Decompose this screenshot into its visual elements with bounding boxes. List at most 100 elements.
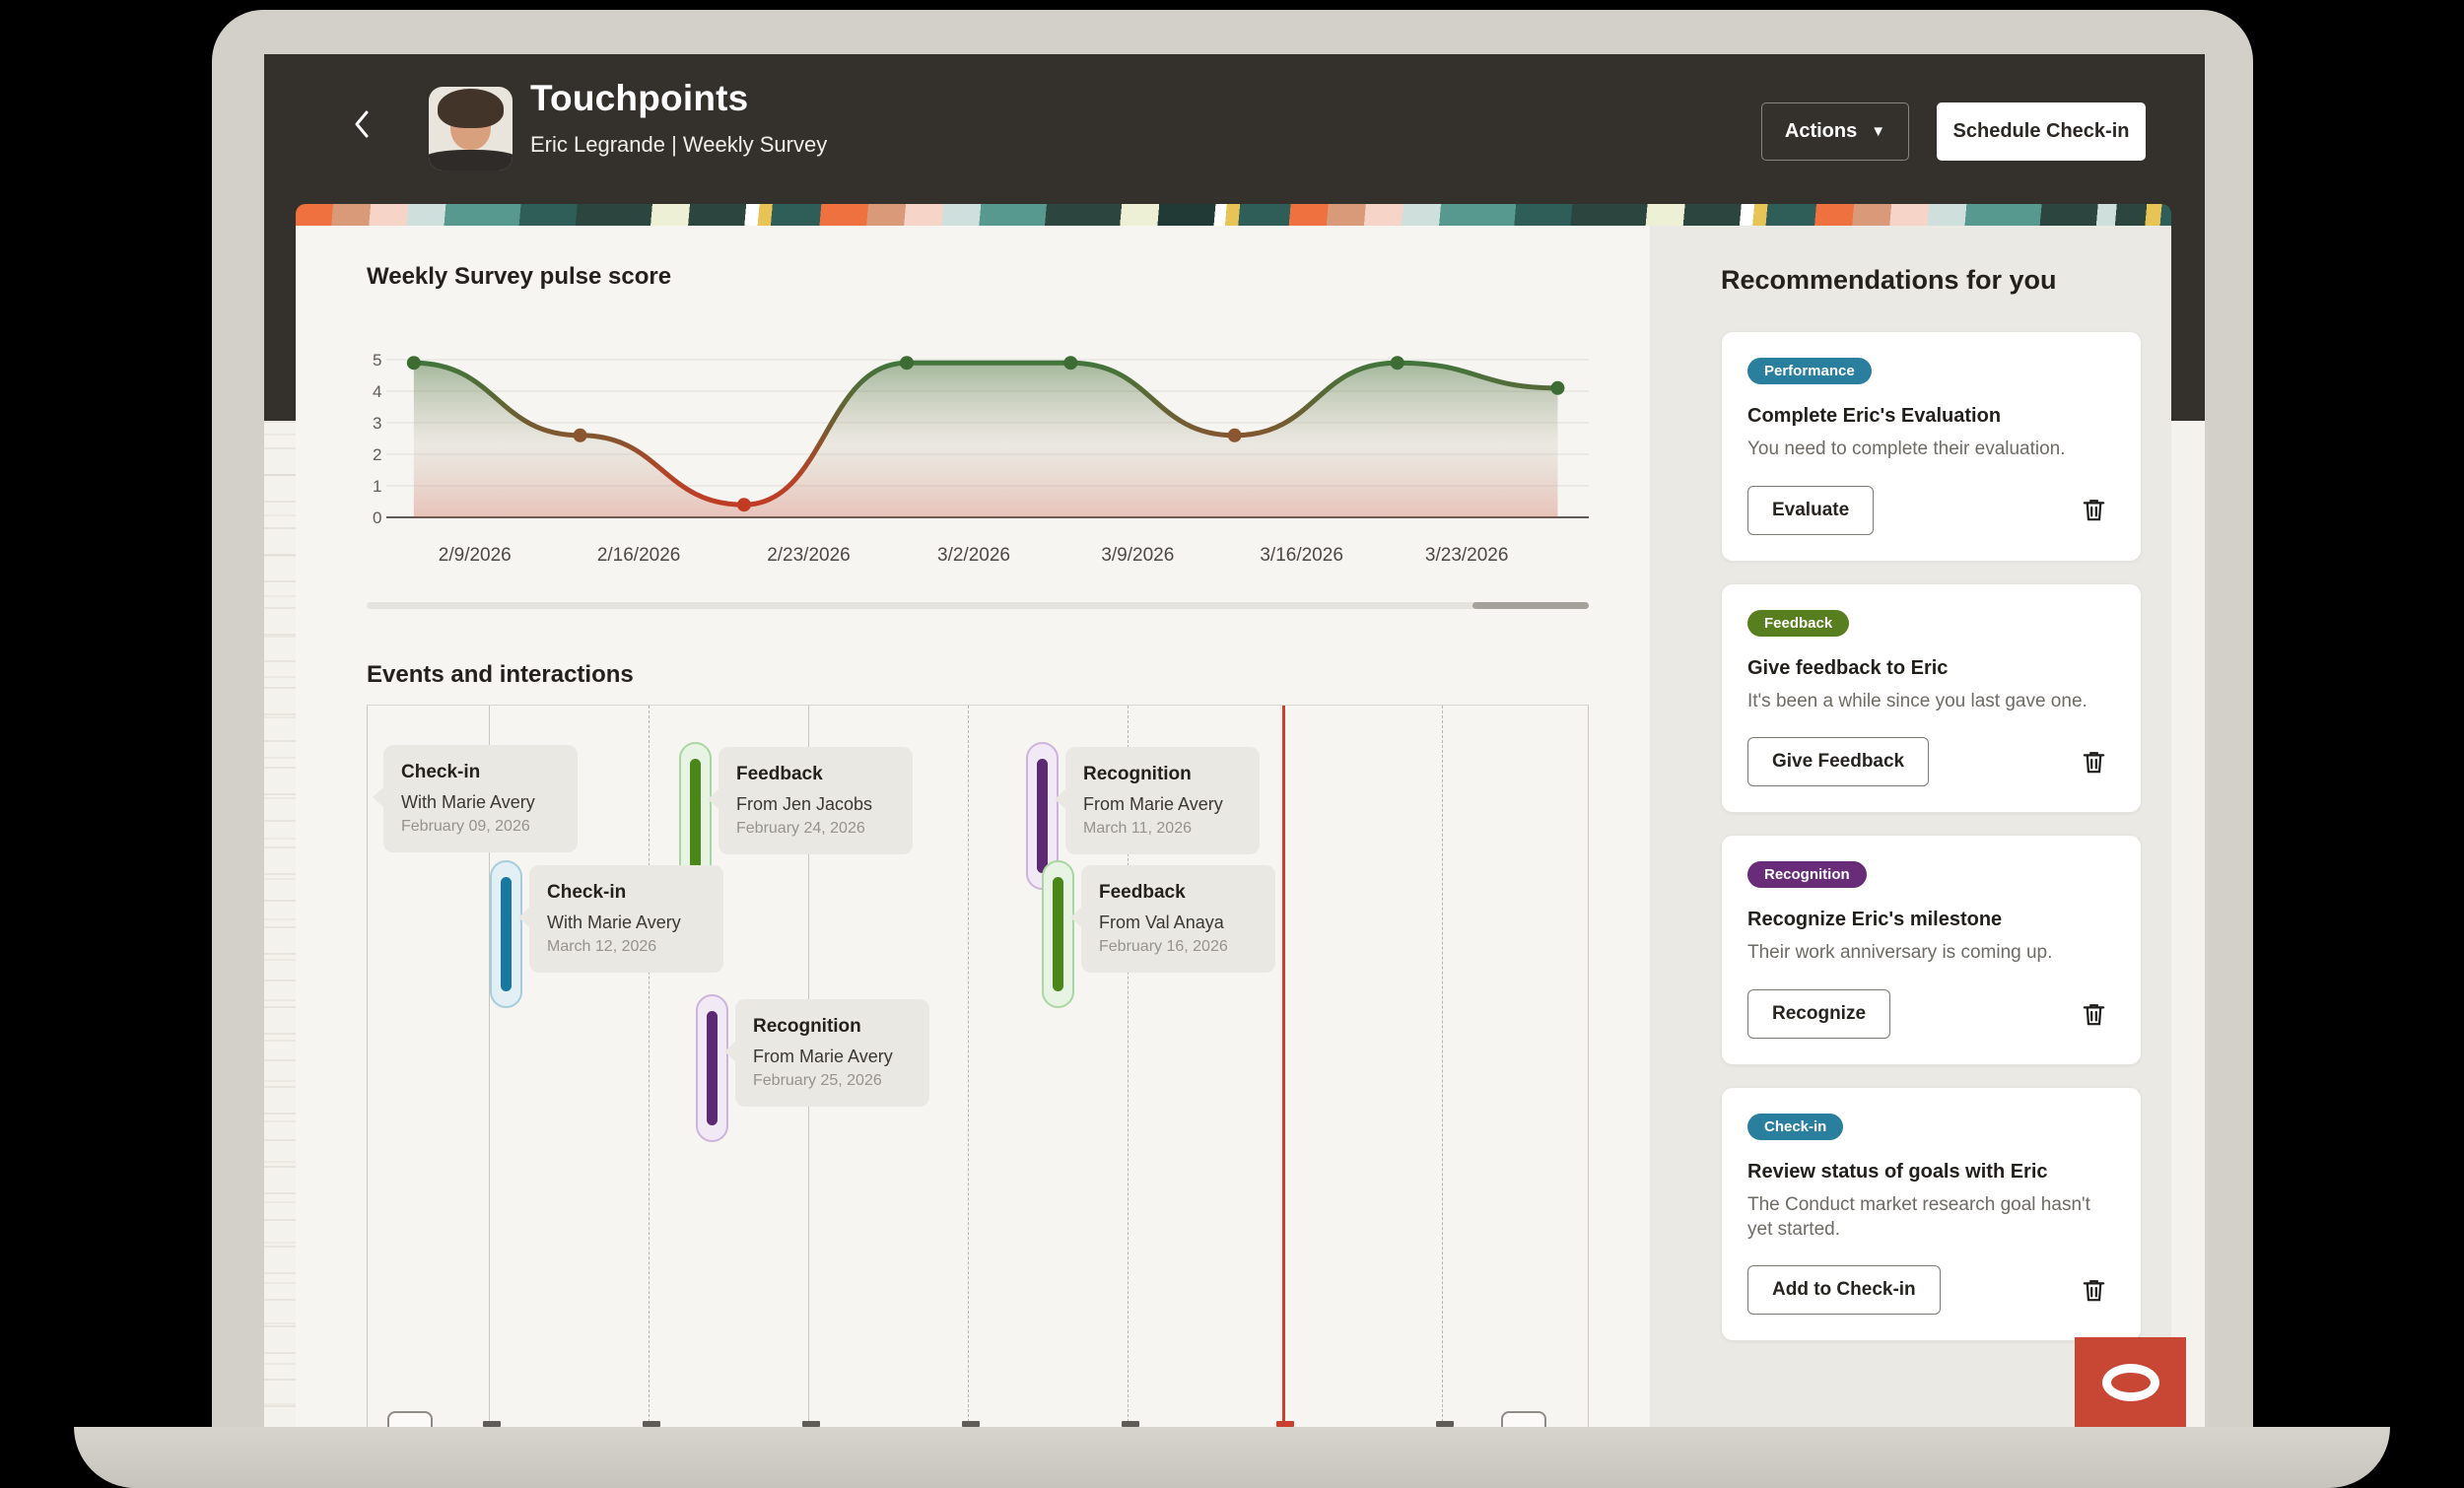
event-date: February 09, 2026 (401, 818, 530, 835)
event-person: From Val Anaya (1099, 913, 1224, 932)
back-button[interactable] (347, 105, 376, 145)
event-card[interactable]: Check-in With Marie Avery February 09, 202… (373, 745, 578, 852)
event-card[interactable]: Recognition From Marie Avery March 11, 202… (1055, 747, 1260, 854)
recommendations-panel: Recommendations for you Performance Compl… (1650, 226, 2171, 1427)
recommendation-actions: Evaluate (1747, 485, 2115, 535)
timeline-nav-right-button[interactable] (1501, 1411, 1546, 1427)
event-pill-purple[interactable] (696, 994, 728, 1142)
event-card-tail (708, 788, 719, 810)
chart-point (573, 428, 587, 442)
x-axis-label: 3/16/2026 (1260, 545, 1343, 566)
event-card[interactable]: Feedback From Jen Jacobs February 24, 2026 (708, 747, 913, 854)
event-date: February 25, 2026 (753, 1072, 882, 1089)
recommendation-card: Check-in Review status of goals with Eric… (1721, 1087, 2142, 1342)
event-pill-bar (1053, 877, 1063, 991)
event-card-tail (518, 907, 530, 928)
recommendation-action-button[interactable]: Recognize (1747, 989, 1891, 1040)
x-axis-label: 3/23/2026 (1425, 545, 1509, 566)
background-art-left (264, 421, 296, 1427)
chart-point (1063, 356, 1078, 371)
y-axis-label: 5 (373, 352, 381, 370)
event-date: March 12, 2026 (547, 938, 657, 955)
x-axis-label: 2/16/2026 (597, 545, 681, 566)
event-kind: Check-in (547, 882, 627, 903)
event-kind: Feedback (736, 764, 823, 784)
recommendation-actions: Recognize (1747, 989, 2115, 1040)
timeline-gridline (1128, 706, 1129, 1427)
event-pill-bar (1037, 759, 1048, 873)
recommendations-title: Recommendations for you (1721, 265, 2057, 295)
actions-button[interactable]: Actions ▼ (1761, 102, 1909, 161)
events-timeline: Check-in With Marie Avery February 09, 202… (367, 705, 1589, 1427)
dismiss-recommendation-button[interactable] (2079, 1275, 2109, 1306)
recommendation-title: Give feedback to Eric (1747, 656, 1949, 679)
timeline-gridline (1442, 706, 1443, 1427)
recommendation-action-button[interactable]: Evaluate (1747, 485, 1875, 535)
y-axis-label: 1 (373, 477, 381, 496)
recommendation-description: Their work anniversary is coming up. (1747, 942, 2053, 964)
event-pill-green[interactable] (1042, 860, 1074, 1008)
event-person: From Marie Avery (1083, 794, 1223, 814)
chart-scrollbar-thumb[interactable] (1472, 602, 1589, 609)
timeline-axis-label-clipped (962, 1421, 980, 1427)
x-axis-label: 3/2/2026 (937, 545, 1010, 566)
timeline-axis-label-clipped (802, 1421, 820, 1427)
y-axis-label: 4 (373, 382, 381, 401)
today-marker-line (1282, 706, 1285, 1427)
recommendations-list: Performance Complete Eric's Evaluation You… (1721, 331, 2171, 1342)
app-screen: Touchpoints Eric Legrande | Weekly Surve… (264, 54, 2205, 1427)
timeline-gridline (968, 706, 969, 1427)
oracle-logo (2075, 1337, 2186, 1427)
event-pill-blue[interactable] (490, 860, 522, 1008)
category-badge: Feedback (1747, 609, 1850, 637)
event-person: From Marie Avery (753, 1047, 893, 1066)
schedule-checkin-button[interactable]: Schedule Check-in (1937, 102, 2146, 161)
trash-icon (2083, 751, 2105, 774)
dismiss-recommendation-button[interactable] (2079, 495, 2109, 525)
event-pill-bar (501, 877, 512, 991)
event-pill-bar (690, 759, 701, 873)
x-axis-label: 2/9/2026 (439, 545, 512, 566)
recommendation-action-button[interactable]: Add to Check-in (1747, 1265, 1941, 1316)
trash-icon (2083, 1003, 2105, 1025)
chart-line (411, 360, 1560, 507)
recommendation-actions: Add to Check-in (1747, 1265, 2115, 1316)
recommendation-card: Performance Complete Eric's Evaluation You… (1721, 331, 2142, 562)
chart-scrollbar (367, 602, 1589, 609)
actions-button-label: Actions (1784, 120, 1858, 142)
timeline-nav-left-button[interactable] (387, 1411, 433, 1427)
recommendation-action-button[interactable]: Give Feedback (1747, 737, 1930, 787)
decorative-banner (296, 204, 2171, 226)
dismiss-recommendation-button[interactable] (2079, 999, 2109, 1030)
event-card-tail (373, 786, 384, 808)
category-badge: Check-in (1747, 1114, 1844, 1141)
laptop-base (74, 1427, 2390, 1488)
recommendation-description: You need to complete their evaluation. (1747, 439, 2066, 459)
event-date: March 11, 2026 (1083, 820, 1192, 837)
recommendation-title: Complete Eric's Evaluation (1747, 405, 2002, 427)
page-title: Touchpoints (530, 78, 749, 118)
chart-point (736, 498, 751, 512)
event-card[interactable]: Recognition From Marie Avery February 25, … (724, 999, 929, 1107)
background-right (2171, 421, 2205, 1427)
event-kind: Feedback (1099, 882, 1186, 903)
event-card[interactable]: Feedback From Val Anaya February 16, 2026 (1070, 865, 1275, 973)
schedule-checkin-label: Schedule Check-in (1952, 120, 2130, 142)
event-card[interactable]: Check-in With Marie Avery March 12, 2026 (518, 865, 723, 973)
dismiss-recommendation-button[interactable] (2079, 747, 2109, 778)
recommendation-title: Recognize Eric's milestone (1747, 909, 2003, 931)
chart-point (1227, 428, 1242, 442)
recommendation-card: Recognition Recognize Eric's milestone The… (1721, 835, 2142, 1066)
timeline-axis-label-clipped (1122, 1421, 1139, 1427)
events-title: Events and interactions (367, 661, 634, 688)
pulse-score-chart: 0 1 2 3 4 5 2/9/2026 2/16/2026 2/23/2026 3/2/2026… (367, 351, 1589, 598)
event-person: With Marie Avery (401, 792, 535, 812)
timeline-axis-label-clipped (1276, 1421, 1294, 1427)
event-date: February 24, 2026 (736, 820, 865, 837)
recommendation-card: Feedback Give feedback to Eric It's been a… (1721, 582, 2142, 814)
chevron-down-icon: ▼ (1871, 123, 1886, 140)
trash-icon (2083, 500, 2105, 521)
category-badge: Performance (1747, 358, 1872, 384)
chart-point (1390, 356, 1404, 371)
